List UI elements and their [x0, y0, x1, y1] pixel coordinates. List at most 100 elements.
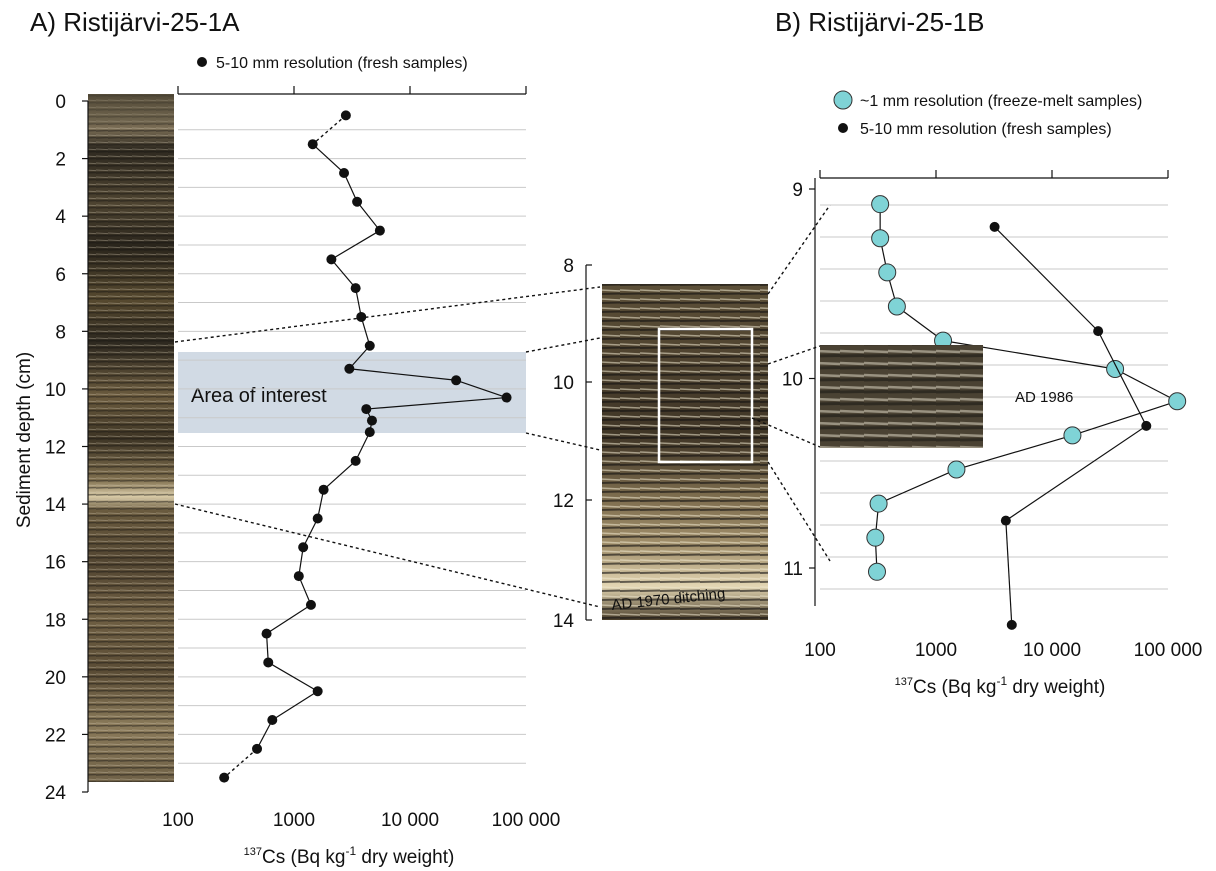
data-point: [374, 225, 385, 236]
data-point: [298, 542, 309, 553]
y-tick-label: 10: [782, 370, 803, 391]
data-point: [1006, 619, 1017, 630]
data-point: [1168, 392, 1187, 411]
connector-core-zoom-top: [174, 286, 601, 343]
data-point: [312, 513, 323, 524]
series-segment: [1097, 330, 1147, 427]
x-tick-label: 100: [162, 810, 194, 831]
series-segment: [355, 431, 371, 462]
y-tick-label: 24: [45, 783, 67, 804]
series-segment: [312, 143, 345, 174]
x-tick-label: 1000: [915, 640, 957, 661]
data-point: [364, 340, 375, 351]
y-tick-label: 4: [55, 207, 66, 228]
core-zoom-photo: [602, 284, 768, 620]
series-segment: [349, 368, 457, 381]
panel-a-xlabel-exp: -1: [345, 844, 356, 858]
data-point: [350, 283, 361, 294]
data-point: [350, 455, 361, 466]
series-segment: [994, 226, 1099, 332]
data-point: [866, 528, 885, 547]
data-point: [352, 196, 363, 207]
zoom-tick-label: 8: [563, 256, 574, 277]
series-segment: [356, 201, 381, 231]
panel-a-gridlines: [178, 129, 526, 764]
data-point: [364, 427, 375, 438]
core-zoom-axis: 8 10 12 14: [553, 256, 592, 632]
series-segment: [266, 604, 312, 635]
series-segment: [1005, 520, 1013, 625]
data-point: [361, 404, 372, 415]
data-point: [340, 110, 351, 121]
y-tick-label: 20: [45, 668, 66, 689]
panel-b-xlabel-exp: -1: [996, 674, 1007, 688]
data-point: [989, 221, 1000, 232]
series-segment: [1114, 368, 1178, 402]
panel-a-plot: [219, 110, 512, 783]
series-segment: [323, 460, 357, 491]
data-point: [501, 392, 512, 403]
panel-a-xlabel: 137Cs (Bq kg-1 dry weight): [244, 844, 455, 868]
panel-b-axes: 9 10 11 100 1000 10 000 100 000: [782, 170, 1202, 661]
zoom-tick-label: 10: [553, 373, 574, 394]
y-tick-label: 11: [783, 559, 803, 580]
x-tick-label: 100 000: [492, 810, 561, 831]
data-point: [867, 562, 886, 581]
data-point: [307, 139, 318, 150]
zoom-tick-label: 14: [553, 611, 575, 632]
data-point: [366, 415, 377, 426]
data-point: [263, 657, 274, 668]
connector-zoom-b-top: [767, 204, 831, 295]
connector-band-zoom-lower: [525, 432, 601, 451]
data-point: [356, 311, 367, 322]
data-point: [267, 715, 278, 726]
series-segment: [343, 172, 358, 203]
series-segment: [366, 396, 507, 410]
connector-core-zoom-bottom: [174, 503, 601, 608]
panel-a-ylabel: Sediment depth (cm): [14, 352, 35, 528]
panel-b-legend: ~1 mm resolution (freeze-melt samples) 5…: [833, 90, 1142, 138]
data-point: [1141, 420, 1152, 431]
x-tick-label: 100: [804, 640, 836, 661]
x-tick-label: 10 000: [1023, 640, 1081, 661]
y-tick-label: 2: [55, 150, 66, 171]
data-point: [1000, 515, 1011, 526]
zoom-selection-box: [657, 327, 754, 464]
data-point: [887, 297, 906, 316]
y-tick-label: 14: [45, 495, 67, 516]
connector-box-inset-top: [767, 345, 821, 365]
legend-b-label-fresh: 5-10 mm resolution (fresh samples): [860, 121, 1112, 138]
data-point: [252, 743, 263, 754]
panel-b-xlabel: 137Cs (Bq kg-1 dry weight): [895, 674, 1106, 698]
panel-b-title: B) Ristijärvi-25-1B: [775, 7, 985, 37]
series-segment: [348, 345, 371, 370]
connector-zoom-b-bottom: [767, 461, 831, 562]
series-segment: [302, 518, 319, 548]
panel-a-title: A) Ristijärvi-25-1A: [30, 7, 240, 37]
series-segment: [878, 468, 957, 505]
legend-a-label: 5-10 mm resolution (fresh samples): [216, 55, 468, 72]
data-point: [451, 375, 462, 386]
data-point: [344, 363, 355, 374]
connector-band-zoom-upper: [525, 337, 601, 353]
panel-b-xlabel-suffix: dry weight): [1007, 677, 1105, 698]
y-tick-label: 9: [792, 180, 803, 201]
panel-a-xlabel-isotope: 137: [244, 846, 262, 858]
y-tick-label: 16: [45, 553, 66, 574]
data-point: [878, 263, 897, 282]
y-tick-label: 12: [45, 438, 66, 459]
series-segment: [223, 748, 258, 779]
connector-box-inset-bottom: [751, 417, 821, 448]
series-segment: [298, 575, 312, 606]
data-point: [293, 571, 304, 582]
panel-b-xlabel-isotope: 137: [895, 676, 913, 688]
data-point: [871, 195, 890, 214]
data-point: [339, 167, 350, 178]
data-point: [869, 494, 888, 513]
series-segment: [360, 316, 371, 346]
panel-a-legend: 5-10 mm resolution (fresh samples): [197, 55, 468, 72]
data-point: [219, 772, 230, 783]
ad-1986-label: AD 1986: [1015, 389, 1073, 406]
panel-b-xlabel-main: Cs (Bq kg: [913, 677, 996, 698]
